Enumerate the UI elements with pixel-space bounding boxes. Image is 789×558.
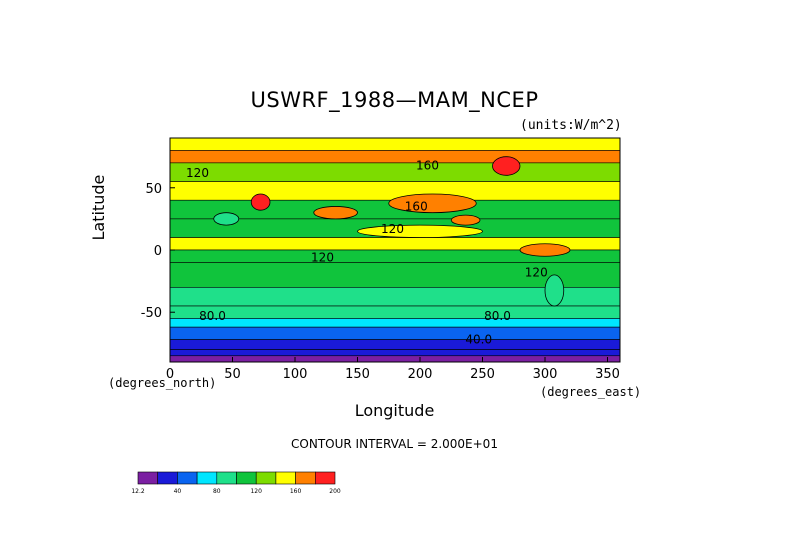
y-tick-label: 0: [154, 244, 162, 259]
colorbar-swatch: [157, 471, 178, 485]
field-patch: [519, 243, 571, 257]
field-patch: [450, 214, 481, 226]
field-patch: [250, 193, 271, 211]
x-axis-label: Longitude: [354, 401, 435, 420]
field-band: [169, 262, 621, 288]
field-patch: [213, 212, 240, 226]
field-band: [169, 305, 621, 319]
chart-title: USWRF_1988—MAM_NCEP: [250, 88, 539, 112]
colorbar-swatch: [137, 471, 159, 485]
field-band: [169, 318, 621, 328]
colorbar-swatch: [275, 471, 296, 485]
field-band: [169, 339, 621, 350]
colorbar-swatch: [295, 471, 316, 485]
contour-label: 120: [381, 222, 404, 236]
y-tick-label: 50: [145, 182, 162, 197]
x-axis: 0 50 100 150 200 250 300 350: [166, 357, 620, 382]
y-tick-label: -50: [141, 306, 162, 321]
colorbar-tick-label: 120: [250, 488, 262, 495]
x-tick-label: 300: [533, 367, 558, 382]
field-band: [169, 162, 621, 182]
x-tick-label: 0: [166, 367, 174, 382]
colorbar-tick-label: 160: [290, 488, 302, 495]
colorbar: 12.2 40 80 120 160 200: [131, 471, 341, 495]
contour-label: 40.0: [465, 333, 492, 347]
y-unit-label: (degrees_north): [108, 376, 217, 390]
contour-label: 120: [186, 166, 209, 180]
colorbar-swatch: [236, 471, 257, 485]
x-unit-label: (degrees_east): [540, 385, 642, 399]
plot-area: [169, 137, 621, 363]
colorbar-swatch: [177, 471, 198, 485]
colorbar-swatch: [216, 471, 237, 485]
contour-label: 160: [416, 158, 439, 172]
colorbar-tick-label: 200: [329, 488, 341, 495]
contour-label: 120: [311, 250, 334, 264]
units-label: (units:W/m^2): [520, 118, 622, 133]
y-axis: -50 0 50: [141, 182, 175, 321]
field-patch: [388, 193, 477, 214]
field-patch: [544, 274, 565, 307]
colorbar-tick-label: 80: [213, 488, 221, 495]
colorbar-swatch: [314, 471, 336, 485]
field-patch: [313, 206, 358, 220]
field-band: [169, 326, 621, 340]
colorbar-tick-label: 12.2: [131, 488, 145, 495]
contour-interval-text: CONTOUR INTERVAL = 2.000E+01: [291, 437, 498, 451]
field-band: [169, 349, 621, 357]
field-patch: [492, 156, 521, 176]
x-tick-label: 200: [408, 367, 433, 382]
field-band: [169, 355, 621, 363]
contour-label: 120: [525, 265, 548, 279]
x-tick-label: 150: [345, 367, 370, 382]
x-tick-label: 350: [595, 367, 620, 382]
x-tick-label: 250: [470, 367, 495, 382]
x-tick-label: 100: [283, 367, 308, 382]
field-band: [169, 137, 621, 151]
field-patch: [357, 224, 483, 238]
x-tick-label: 50: [224, 367, 241, 382]
colorbar-tick-label: 40: [174, 488, 182, 495]
contour-label: 160: [405, 199, 428, 213]
field-band: [169, 150, 621, 164]
contour-label: 80.0: [484, 309, 511, 323]
field-band: [169, 181, 621, 201]
contour-label: 80.0: [199, 309, 226, 323]
colorbar-swatch: [255, 471, 277, 485]
colorbar-swatch: [196, 471, 218, 485]
